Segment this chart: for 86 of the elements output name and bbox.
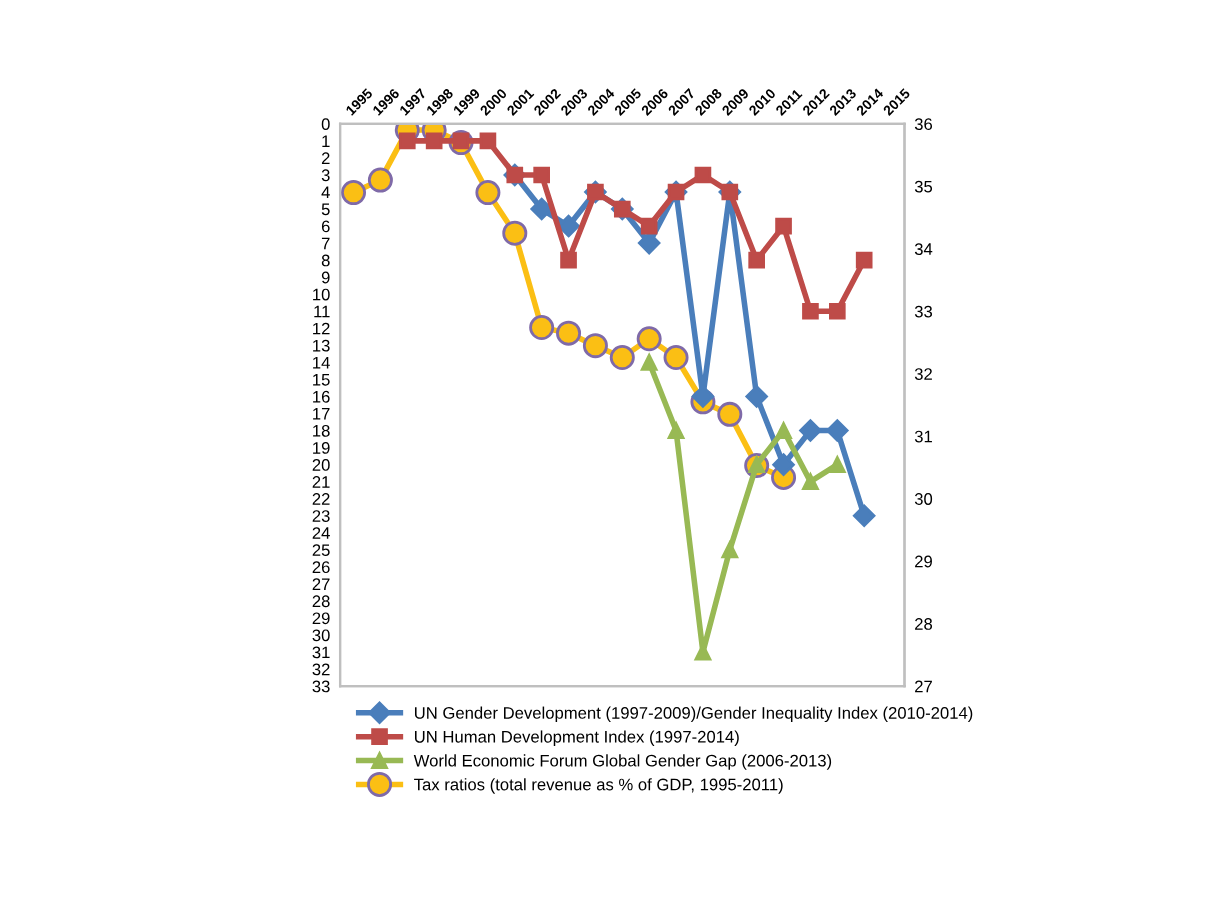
- y-tick-label: 30: [312, 629, 330, 642]
- y2-tick-label: 34: [914, 243, 933, 255]
- point: [694, 166, 712, 184]
- y-tick-label: 21: [312, 476, 330, 488]
- y-tick-label: 3: [321, 169, 330, 182]
- y-tick-label: 11: [314, 305, 330, 318]
- point: [667, 422, 685, 439]
- point: [582, 333, 608, 359]
- y-tick-label: 31: [312, 646, 330, 659]
- y-tick-label: 33: [312, 680, 330, 693]
- y-tick-label: 7: [321, 237, 330, 250]
- point: [799, 419, 822, 442]
- point: [775, 217, 792, 235]
- y-tick-label: 29: [312, 612, 330, 625]
- point: [721, 541, 739, 559]
- point: [855, 251, 873, 269]
- y-tick-label: 15: [313, 374, 330, 386]
- point: [772, 453, 795, 476]
- y2-tick-label: 32: [914, 368, 932, 380]
- y-tick-label: 2: [321, 152, 330, 164]
- y-tick-label: 20: [312, 459, 330, 471]
- y-tick-label: 12: [313, 322, 330, 335]
- point: [828, 302, 846, 320]
- y2-tick-label: 30: [914, 493, 933, 505]
- y-tick-label: 18: [313, 424, 330, 437]
- legend-label: UN Human Development Index (1997-2014): [415, 730, 739, 746]
- y-tick-label: 24: [312, 527, 330, 539]
- point: [557, 214, 580, 238]
- y-tick-label: 6: [321, 220, 330, 233]
- y-tick-label: 28: [312, 595, 330, 608]
- point: [802, 302, 819, 320]
- y-tick-label: 10: [313, 288, 330, 301]
- y-tick-label: 4: [321, 186, 330, 199]
- point: [852, 504, 876, 527]
- y-tick-label: 8: [321, 254, 330, 267]
- point: [502, 220, 528, 246]
- point: [560, 251, 577, 269]
- y2-tick-label: 35: [914, 180, 933, 193]
- point: [828, 456, 846, 473]
- point: [341, 180, 367, 206]
- point: [691, 385, 715, 408]
- point: [609, 345, 635, 371]
- point: [398, 132, 416, 150]
- point: [640, 217, 658, 235]
- point: [775, 422, 792, 439]
- point: [367, 167, 393, 193]
- point: [533, 166, 550, 184]
- point: [717, 401, 743, 427]
- y2-tick-label: 33: [914, 305, 933, 318]
- y2-tick-label: 31: [914, 430, 932, 443]
- point: [745, 385, 768, 408]
- y-tick-label: 25: [312, 544, 330, 557]
- y-tick-label: 5: [321, 203, 330, 216]
- y-tick-label: 17: [313, 408, 330, 420]
- point: [425, 132, 443, 150]
- y-tick-label: 0: [321, 118, 330, 131]
- point: [475, 180, 501, 206]
- point: [479, 132, 497, 150]
- y-tick-label: 16: [313, 390, 330, 403]
- y-tick-label: 14: [313, 356, 330, 369]
- point: [748, 251, 766, 269]
- legend-label: World Economic Forum Global Gender Gap (2006-2013): [413, 754, 832, 770]
- y-tick-label: 9: [321, 271, 330, 284]
- y2-tick-label: 36: [914, 118, 933, 131]
- y2-tick-label: 27: [915, 680, 932, 693]
- point: [637, 231, 661, 255]
- point: [556, 320, 582, 346]
- y-tick-label: 1: [322, 135, 330, 147]
- y-tick-label: 26: [312, 561, 330, 574]
- point: [636, 326, 662, 352]
- point: [530, 197, 553, 221]
- y-tick-label: 19: [313, 441, 330, 454]
- y-tick-label: 27: [312, 578, 330, 590]
- point: [529, 315, 555, 341]
- point: [802, 473, 819, 490]
- legend-label: UN Gender Development (1997-2009)/Gender Inequality Index (2010-2014): [415, 706, 973, 723]
- y-tick-label: 32: [312, 663, 330, 676]
- point: [663, 345, 689, 371]
- y-tick-label: 13: [313, 339, 330, 352]
- point: [640, 354, 658, 371]
- y2-tick-label: 29: [915, 555, 932, 568]
- point: [826, 419, 849, 442]
- y2-tick-label: 28: [915, 618, 933, 630]
- y-tick-label: 23: [312, 510, 330, 522]
- y-tick-label: 22: [312, 493, 330, 505]
- legend-label: Tax ratios (total revenue as % of GDP, 1995-2011): [414, 778, 783, 794]
